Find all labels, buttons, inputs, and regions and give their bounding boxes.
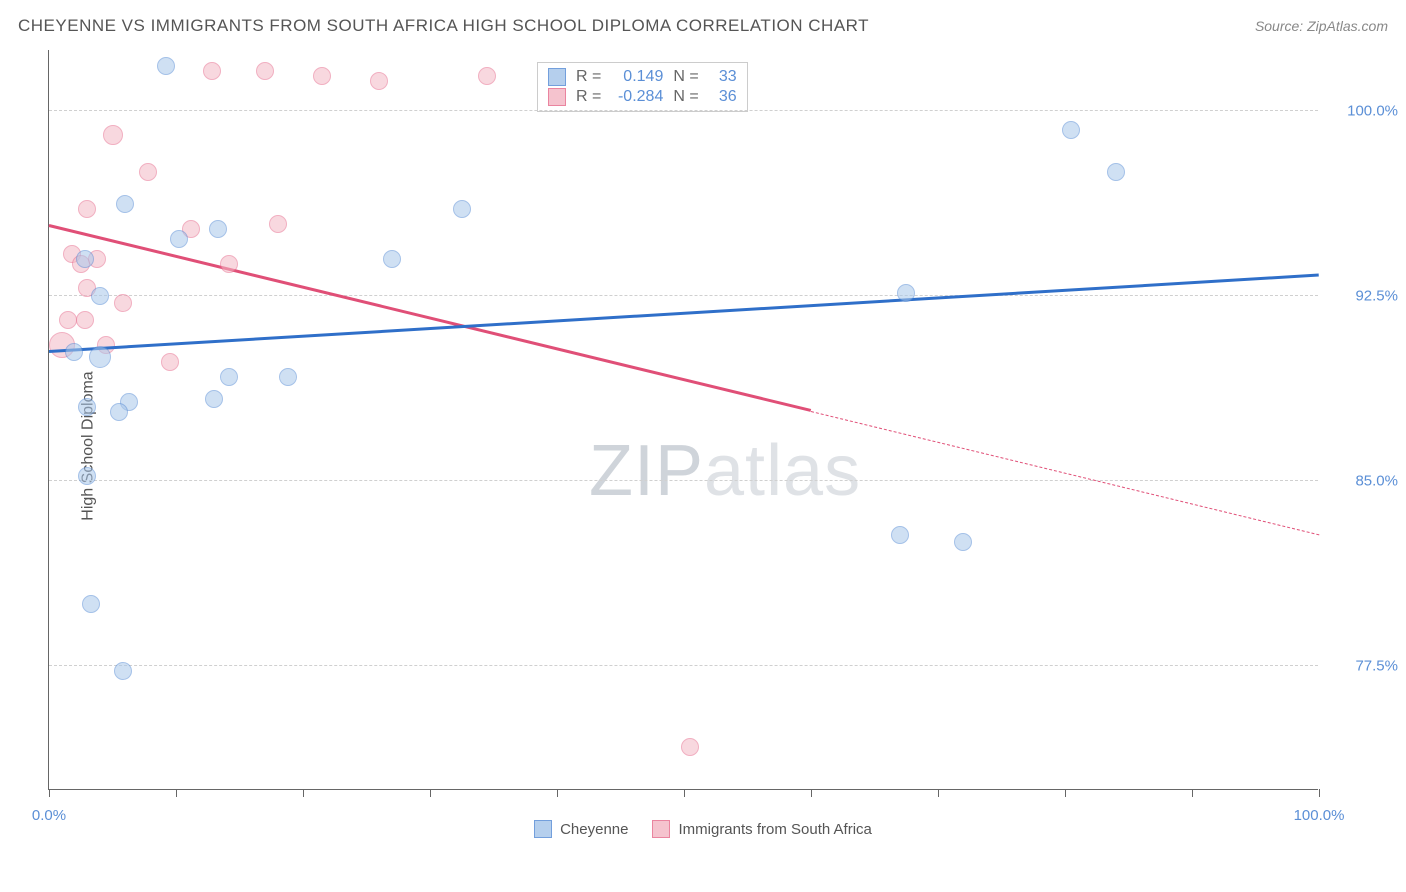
r-value-series1: 0.149: [611, 68, 663, 86]
y-tick-label: 100.0%: [1328, 102, 1398, 119]
scatter-point: [891, 526, 909, 544]
scatter-point: [139, 163, 157, 181]
swatch-series1: [548, 68, 566, 86]
scatter-point: [220, 368, 238, 386]
x-tick: [176, 789, 177, 797]
y-tick-label: 92.5%: [1328, 287, 1398, 304]
scatter-point: [157, 57, 175, 75]
scatter-point: [256, 62, 274, 80]
scatter-point: [78, 398, 96, 416]
scatter-point: [205, 390, 223, 408]
scatter-point: [954, 533, 972, 551]
x-tick: [49, 789, 50, 797]
scatter-point: [110, 403, 128, 421]
scatter-point: [453, 200, 471, 218]
scatter-point: [370, 72, 388, 90]
swatch-series2: [548, 88, 566, 106]
scatter-point: [279, 368, 297, 386]
scatter-point: [681, 738, 699, 756]
n-label: N =: [673, 68, 698, 86]
legend-label-series2: Immigrants from South Africa: [678, 821, 871, 838]
source-prefix: Source:: [1255, 18, 1307, 34]
gridline: [49, 295, 1318, 296]
scatter-point: [1062, 121, 1080, 139]
source-name: ZipAtlas.com: [1307, 18, 1388, 34]
trend-line: [811, 411, 1319, 535]
x-tick: [1192, 789, 1193, 797]
gridline: [49, 110, 1318, 111]
header: CHEYENNE VS IMMIGRANTS FROM SOUTH AFRICA…: [18, 16, 1388, 36]
x-tick: [938, 789, 939, 797]
scatter-point: [78, 200, 96, 218]
r-value-series2: -0.284: [611, 88, 663, 106]
scatter-point: [91, 287, 109, 305]
y-tick-label: 77.5%: [1328, 657, 1398, 674]
scatter-point: [478, 67, 496, 85]
scatter-point: [89, 346, 111, 368]
scatter-point: [209, 220, 227, 238]
scatter-point: [161, 353, 179, 371]
trend-line: [49, 273, 1319, 352]
n-value-series2: 36: [709, 88, 737, 106]
scatter-point: [114, 662, 132, 680]
scatter-point: [65, 343, 83, 361]
n-label: N =: [673, 88, 698, 106]
x-tick: [430, 789, 431, 797]
gridline: [49, 480, 1318, 481]
scatter-point: [116, 195, 134, 213]
r-label: R =: [576, 68, 601, 86]
y-tick-label: 85.0%: [1328, 472, 1398, 489]
watermark-zip: ZIP: [589, 431, 704, 511]
scatter-point: [59, 311, 77, 329]
x-tick: [684, 789, 685, 797]
n-value-series1: 33: [709, 68, 737, 86]
watermark: ZIPatlas: [589, 430, 861, 512]
scatter-point: [170, 230, 188, 248]
trend-line: [49, 224, 812, 411]
gridline: [49, 665, 1318, 666]
chart-title: CHEYENNE VS IMMIGRANTS FROM SOUTH AFRICA…: [18, 16, 869, 36]
x-tick: [811, 789, 812, 797]
scatter-point: [897, 284, 915, 302]
stats-row-series2: R = -0.284 N = 36: [548, 87, 737, 107]
scatter-point: [103, 125, 123, 145]
scatter-point: [76, 311, 94, 329]
scatter-point: [76, 250, 94, 268]
scatter-plot: ZIPatlas R = 0.149 N = 33 R = -0.284 N =…: [48, 50, 1318, 790]
legend-item-series1: Cheyenne: [534, 820, 628, 838]
stats-row-series1: R = 0.149 N = 33: [548, 67, 737, 87]
r-label: R =: [576, 88, 601, 106]
bottom-legend: Cheyenne Immigrants from South Africa: [0, 820, 1406, 838]
scatter-point: [82, 595, 100, 613]
x-tick: [1319, 789, 1320, 797]
x-tick: [557, 789, 558, 797]
scatter-point: [114, 294, 132, 312]
scatter-point: [1107, 163, 1125, 181]
legend-item-series2: Immigrants from South Africa: [652, 820, 871, 838]
legend-swatch-series2: [652, 820, 670, 838]
watermark-atlas: atlas: [704, 431, 861, 511]
correlation-stats-box: R = 0.149 N = 33 R = -0.284 N = 36: [537, 62, 748, 112]
scatter-point: [78, 467, 96, 485]
scatter-point: [383, 250, 401, 268]
x-tick: [303, 789, 304, 797]
legend-swatch-series1: [534, 820, 552, 838]
scatter-point: [313, 67, 331, 85]
scatter-point: [269, 215, 287, 233]
scatter-point: [203, 62, 221, 80]
scatter-point: [220, 255, 238, 273]
source-attribution: Source: ZipAtlas.com: [1255, 18, 1388, 34]
x-tick: [1065, 789, 1066, 797]
legend-label-series1: Cheyenne: [560, 821, 628, 838]
